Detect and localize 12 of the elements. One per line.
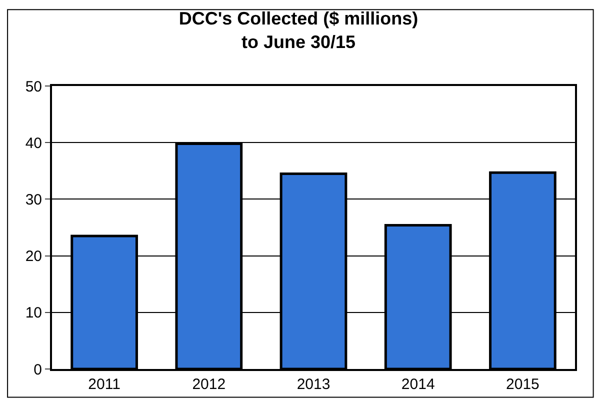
y-tick-label: 30 xyxy=(25,191,42,208)
y-tick-label: 0 xyxy=(34,361,42,378)
y-tick-label: 40 xyxy=(25,134,42,152)
y-tick-label: 10 xyxy=(25,304,42,322)
x-tick-label: 2014 xyxy=(401,376,435,393)
y-tick-label: 20 xyxy=(25,248,42,266)
chart-title: DCC's Collected ($ millions) to June 30/15 xyxy=(178,8,418,52)
x-tick-label: 2011 xyxy=(88,376,120,393)
x-tick-label: 2015 xyxy=(506,376,540,393)
x-tick-label: 2013 xyxy=(296,376,330,393)
x-tick-label: 2012 xyxy=(192,376,226,393)
y-tick-label: 50 xyxy=(25,78,42,96)
